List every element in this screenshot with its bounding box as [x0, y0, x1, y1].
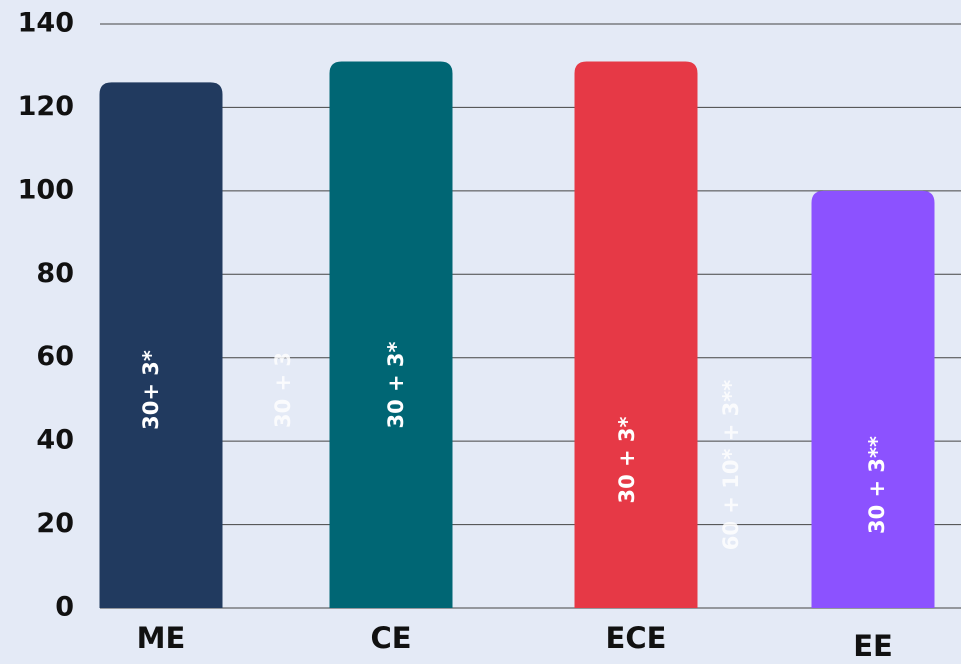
y-tick-label: 0: [55, 592, 74, 623]
bar: [574, 61, 698, 609]
y-tick-label: 20: [36, 508, 74, 539]
bar-annotation: 30 + 3*: [615, 416, 639, 503]
bar-annotation: 30 + 3: [271, 352, 295, 428]
x-tick-label: ECE: [606, 621, 667, 655]
y-tick-label: 80: [36, 258, 74, 289]
x-tick-label: CE: [370, 621, 411, 655]
y-tick-label: 140: [18, 8, 74, 39]
y-tick-label: 100: [18, 174, 74, 205]
bar-annotation: 30 + 3**: [865, 436, 889, 534]
bar-annotation: 30+ 3*: [139, 350, 163, 430]
bar-annotation: 30 + 3*: [384, 341, 408, 428]
x-tick-label: ME: [137, 621, 186, 655]
bar: [811, 190, 935, 608]
bar: [329, 61, 453, 609]
y-tick-label: 120: [18, 91, 74, 122]
x-tick-label: EE: [853, 629, 893, 663]
bar: [99, 82, 223, 608]
y-tick-label: 60: [36, 341, 74, 372]
y-tick-label: 40: [36, 425, 74, 456]
bar-annotation: 60 + 10* + 3**: [719, 380, 743, 550]
